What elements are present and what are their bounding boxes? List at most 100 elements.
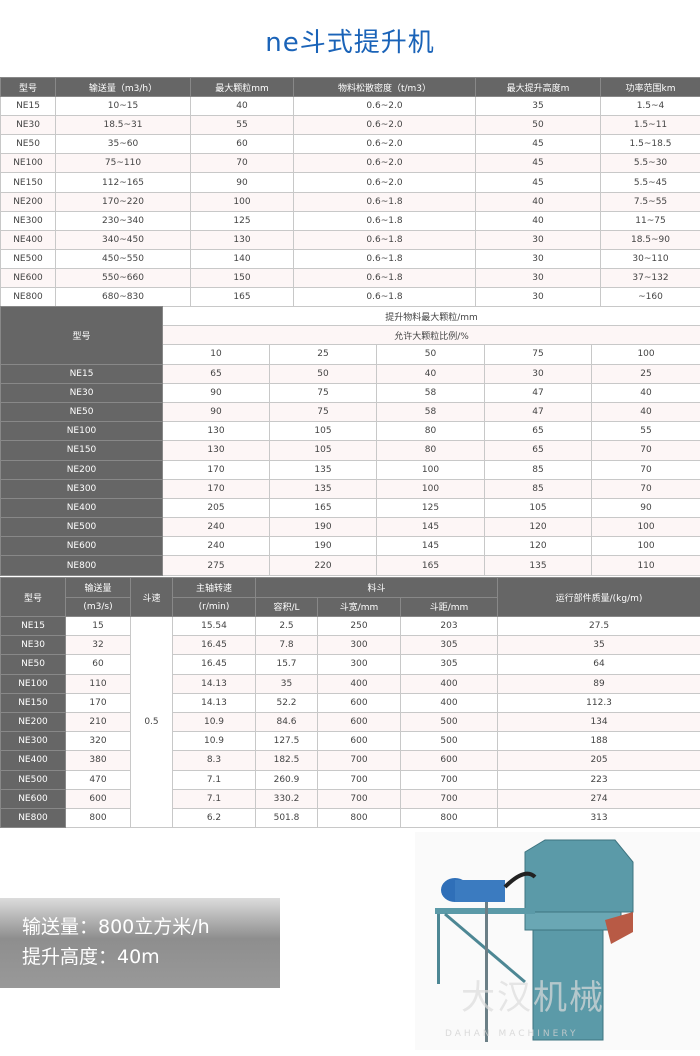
table-cell: 64 [497,654,700,675]
model-cell: NE400 [0,229,56,250]
table-cell: 470 [65,769,131,790]
table-cell: 0.6~1.8 [293,287,476,308]
table-cell: 600 [317,692,401,713]
table-cell: 110 [590,555,700,576]
percent-column-header: 25 [269,344,377,365]
table-cell: 1.5~11 [600,115,700,136]
table-cell: 100 [590,536,700,557]
table-cell: 1.5~4 [600,96,700,117]
table-cell: 100 [376,459,485,480]
column-header: 物料松散密度（t/m3） [293,76,476,98]
table-row: NE400 205 165 125 105 90 [0,497,700,519]
model-cell: NE300 [0,478,163,499]
table-cell: 275 [162,555,270,576]
table-cell: 800 [317,807,401,829]
table-cell: 75 [269,401,377,423]
table-cell: 70 [590,459,700,480]
table-cell: 1.5~18.5 [600,134,700,155]
product-photo: 大汉机械 DAHAN MACHINERY [415,832,700,1050]
table-cell: 190 [269,536,377,557]
table-cell: 10.9 [172,731,256,752]
table-row: NE500 470 7.1 260.9 700 700 223 [0,769,700,790]
technical-params-table: 型号 输送量 斗速 主轴转速 料斗 运行部件质量/(kg/m) (m3/s) (… [0,577,700,829]
table-cell: 60 [65,654,131,675]
table-cell: 165 [190,287,294,308]
table-cell: 274 [497,788,700,809]
table-cell: 35 [497,635,700,656]
table-row: NE500 450~550 140 0.6~1.8 30 30~110 [0,248,700,269]
table-row: NE300 230~340 125 0.6~1.8 40 11~75 [0,210,700,231]
table-cell: 100 [190,191,294,212]
table-cell: 80 [376,421,485,442]
table-row: NE600 550~660 150 0.6~1.8 30 37~132 [0,267,700,289]
header-capacity: 输送量 [65,577,131,598]
table-cell: 0.6~2.0 [293,134,476,155]
table-cell: 40 [590,382,700,403]
model-cell: NE50 [0,654,66,675]
model-cell: NE50 [0,134,56,155]
header-shaft-unit: (r/min) [172,596,256,617]
table-cell: 170 [162,459,270,480]
table-cell: 105 [484,497,592,519]
column-header: 功率范围km [600,76,700,98]
table-cell: 45 [475,153,601,174]
bucket-elevator-image [435,839,634,1042]
table-cell: 0.6~2.0 [293,172,476,193]
table-cell: 7.5~55 [600,191,700,212]
table-cell: 305 [399,654,499,675]
table-cell: 52.2 [255,692,318,713]
banner-capacity: 输送量：800立方米/h [22,916,210,938]
table-cell: 145 [376,536,485,557]
model-cell: NE100 [0,421,163,442]
table-cell: 58 [376,401,485,423]
table-cell: 40 [590,401,700,423]
table-cell: 170 [162,478,270,499]
table-cell: 90 [162,401,270,423]
table-cell: 0.6~1.8 [293,267,476,289]
table-cell: 30~110 [600,248,700,269]
header-width: 斗宽/mm [317,596,401,617]
table-cell: 0.6~1.8 [293,248,476,269]
header-max-particle: 提升物料最大颗粒/mm [161,305,700,327]
table-cell: 260.9 [255,769,318,790]
table-cell: 700 [317,750,401,771]
table-cell: 65 [484,440,592,461]
table-cell: 500 [399,731,499,752]
table-cell: 400 [399,673,499,694]
table-cell: 10~15 [55,96,191,117]
table-cell: 112~165 [55,172,191,193]
table-cell: 305 [399,635,499,656]
header-volume: 容积/L [255,596,318,617]
table-row: NE30 90 75 58 47 40 [0,382,700,403]
table-cell: 50 [269,363,377,384]
table-cell: 47 [484,382,592,403]
column-header: 型号 [0,76,56,98]
table-cell: 70 [190,153,294,174]
table-cell: 30 [475,248,601,269]
table-cell: 0.6~2.0 [293,153,476,174]
table-cell: 120 [484,517,592,538]
table-cell: ~160 [600,287,700,308]
table-cell: 89 [497,673,700,694]
table-cell: 165 [269,497,377,519]
table-cell: 0.6~2.0 [293,96,476,117]
table-cell: 25 [590,363,700,384]
model-cell: NE15 [0,615,66,637]
model-cell: NE800 [0,807,66,829]
header-pitch: 斗距/mm [399,596,499,617]
table-row: NE800 800 6.2 501.8 800 800 313 [0,807,700,829]
table-cell: 50 [475,115,601,136]
model-cell: NE400 [0,750,66,771]
table-cell: 60 [190,134,294,155]
table-cell: 40 [190,96,294,117]
table-cell: 700 [399,769,499,790]
bucket-speed-cell: 0.5 [130,615,173,829]
table-cell: 37~132 [600,267,700,289]
percent-column-header: 100 [590,344,700,365]
table-cell: 230~340 [55,210,191,231]
model-cell: NE600 [0,536,163,557]
table-cell: 85 [484,478,592,499]
model-cell: NE100 [0,673,66,694]
table-row: NE200 210 10.9 84.6 600 500 134 [0,711,700,733]
table-cell: 165 [376,555,485,576]
